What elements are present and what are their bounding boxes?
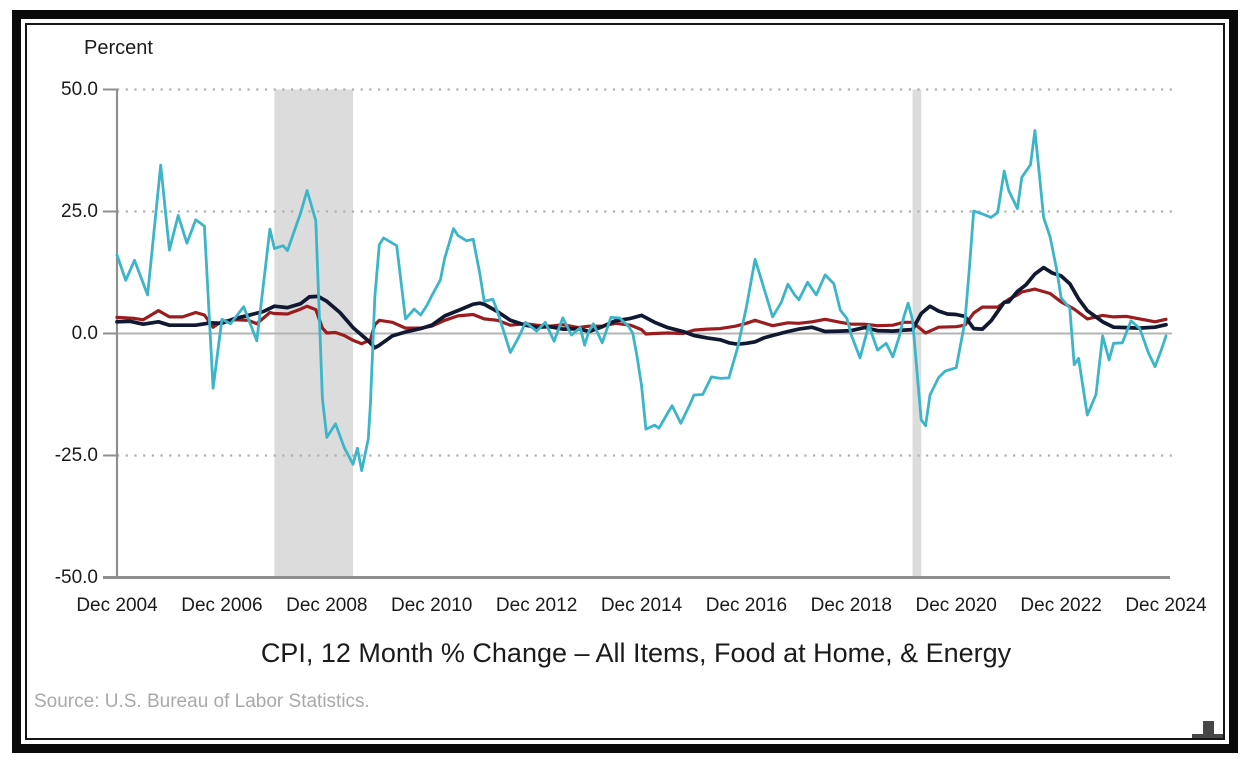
x-tick-label: Dec 2006: [181, 595, 263, 616]
food-at-home-series-line: [115, 265, 1168, 350]
y-tick-label: -50.0: [54, 566, 98, 588]
x-tick-label: Dec 2022: [1020, 595, 1102, 616]
x-tick-label: Dec 2018: [810, 595, 892, 616]
y-tick-label: 50.0: [61, 78, 98, 100]
corner-mark-base: [1192, 734, 1224, 740]
x-tick-label: Dec 2020: [915, 595, 997, 616]
y-axis-title: Percent: [84, 37, 153, 59]
x-tick-label: Dec 2014: [600, 595, 683, 616]
x-tick-label: Dec 2016: [705, 595, 788, 616]
x-tick-label: Dec 2024: [1125, 595, 1207, 616]
all-items-series-line: [115, 287, 1168, 346]
energy-series-line: [115, 129, 1168, 473]
x-tick-label: Dec 2010: [391, 595, 473, 616]
y-tick-label: 25.0: [61, 200, 98, 222]
y-tick-label: -25.0: [54, 444, 98, 466]
inner-frame: [25, 23, 1225, 740]
source-note: Source: U.S. Bureau of Labor Statistics.: [34, 691, 370, 712]
x-tick-label: Dec 2012: [495, 595, 578, 616]
corner-mark-icon: [1203, 721, 1214, 739]
outer-frame: [12, 10, 1238, 753]
chart-title: CPI, 12 Month % Change – All Items, Food…: [260, 638, 1012, 668]
x-tick-label: Dec 2004: [76, 595, 158, 616]
y-tick-label: 0.0: [71, 322, 98, 344]
x-tick-label: Dec 2008: [286, 595, 368, 616]
